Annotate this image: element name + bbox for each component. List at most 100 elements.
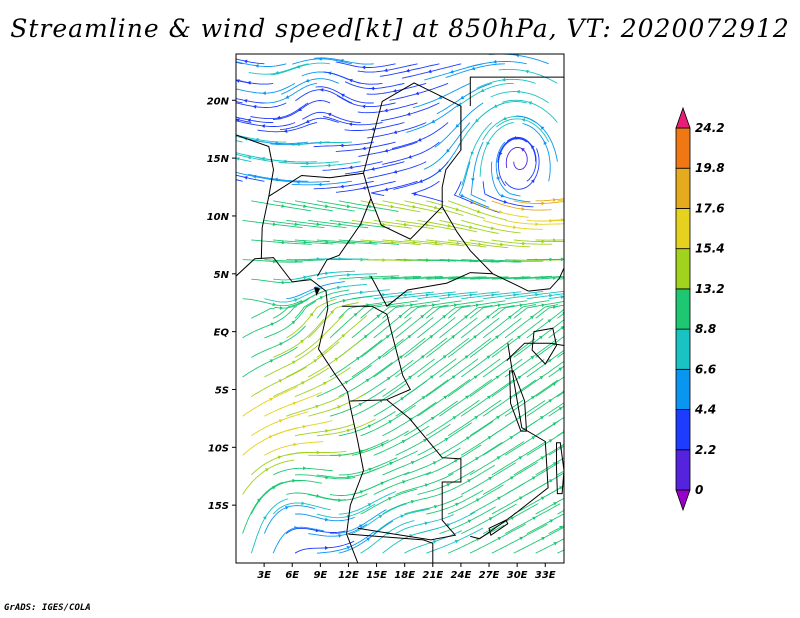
streamline-arrow xyxy=(283,129,288,133)
colorbar-swatch xyxy=(675,288,691,330)
streamline-arrow xyxy=(559,525,564,530)
streamline xyxy=(313,141,374,148)
streamline-arrow xyxy=(451,375,456,379)
streamline xyxy=(367,122,427,139)
streamline xyxy=(404,276,465,280)
streamline xyxy=(426,276,487,280)
streamline-arrow xyxy=(486,141,490,146)
lon-tick-label: 30E xyxy=(507,570,528,581)
streamline xyxy=(469,399,524,437)
streamline-arrow xyxy=(353,312,358,317)
streamline-arrow xyxy=(560,218,564,222)
streamline xyxy=(382,316,434,358)
streamline xyxy=(513,443,564,476)
streamline-arrow xyxy=(387,497,392,501)
colorbar-swatch xyxy=(675,449,691,491)
streamline xyxy=(401,63,462,79)
streamline xyxy=(425,358,479,397)
streamlines xyxy=(236,54,564,554)
streamline-arrow xyxy=(339,184,344,189)
lake-outline xyxy=(488,519,509,537)
streamline xyxy=(458,161,490,208)
streamline xyxy=(482,461,538,495)
streamline xyxy=(471,101,527,127)
streamline-arrow xyxy=(380,481,385,486)
streamline xyxy=(457,102,506,148)
streamline-arrow xyxy=(367,424,372,429)
streamline xyxy=(366,82,427,95)
streamline-arrow xyxy=(317,182,322,187)
colorbar-swatch xyxy=(675,489,691,512)
lake-outline xyxy=(509,370,528,432)
streamline xyxy=(323,71,383,85)
streamline-arrow xyxy=(432,539,437,544)
streamline xyxy=(491,482,547,515)
streamline-arrow xyxy=(278,379,283,383)
streamline xyxy=(426,444,482,476)
streamline-arrow xyxy=(393,130,398,135)
streamline-arrow xyxy=(413,192,418,196)
streamline xyxy=(308,258,369,261)
streamline-arrow xyxy=(460,95,465,100)
streamline-arrow xyxy=(515,54,520,58)
streamline-arrow xyxy=(524,69,529,74)
streamline xyxy=(308,493,368,501)
streamline-arrow xyxy=(548,399,553,403)
streamline-arrow xyxy=(418,179,423,183)
streamline xyxy=(367,161,427,179)
streamline xyxy=(461,503,517,535)
streamline xyxy=(490,161,531,203)
streamline-arrow xyxy=(446,148,450,153)
streamline-arrow xyxy=(535,222,539,227)
lon-tick-label: 24E xyxy=(451,570,472,581)
streamline-arrow xyxy=(400,514,405,519)
streamline-arrow xyxy=(368,467,373,472)
streamline-arrow xyxy=(465,395,470,400)
streamline-arrow xyxy=(495,335,500,340)
streamline xyxy=(447,200,507,221)
lon-tick-label: 3E xyxy=(257,570,271,581)
streamline-arrow xyxy=(384,108,388,113)
colorbar-swatch xyxy=(675,167,691,209)
streamline-arrow xyxy=(541,303,546,308)
streamline-arrow xyxy=(423,438,428,443)
streamline xyxy=(242,427,299,456)
streamline xyxy=(461,259,522,263)
island xyxy=(314,286,321,297)
streamline-arrow xyxy=(532,516,537,521)
streamline-arrow xyxy=(438,95,443,100)
streamline-arrow xyxy=(412,204,417,209)
streamline xyxy=(236,82,296,94)
streamline xyxy=(491,523,548,554)
streamline xyxy=(373,304,427,339)
streamline xyxy=(426,527,484,554)
streamline-arrow xyxy=(341,334,346,338)
streamline-arrow xyxy=(368,204,373,209)
lon-tick-label: 21E xyxy=(422,570,443,581)
streamline xyxy=(382,200,443,214)
streamline xyxy=(526,513,564,535)
streamline xyxy=(469,441,525,476)
streamline-arrow xyxy=(358,403,363,407)
streamline xyxy=(382,527,439,554)
streamline xyxy=(395,379,449,417)
lon-tick-label: 9E xyxy=(313,570,327,581)
streamline xyxy=(469,200,529,218)
streamline-arrow xyxy=(319,296,324,300)
streamline xyxy=(338,491,397,515)
streamline-arrow xyxy=(470,151,475,156)
streamline xyxy=(504,379,559,417)
streamline xyxy=(242,298,303,307)
colorbar: 0 2.2 4.4 6.6 8.8 13.2 15.4 17.6 19.8 24.2 xyxy=(675,106,725,512)
streamline-arrow xyxy=(254,64,259,68)
country-boundary xyxy=(469,76,564,107)
lat-tick-label: 5N xyxy=(214,270,230,281)
streamline xyxy=(335,141,396,152)
streamline-arrow xyxy=(339,58,344,63)
streamline-arrow xyxy=(473,335,478,339)
streamline xyxy=(373,337,426,378)
streamline-arrow xyxy=(389,461,394,466)
streamline-arrow xyxy=(420,314,425,319)
streamline-arrow xyxy=(444,437,449,442)
streamline-arrow xyxy=(517,375,522,380)
